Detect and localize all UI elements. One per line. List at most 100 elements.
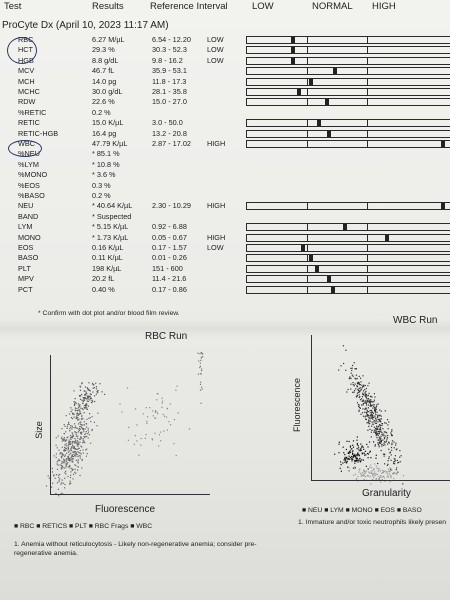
scatter-dot bbox=[154, 411, 156, 413]
scatter-dot bbox=[361, 396, 364, 398]
scatter-dot bbox=[370, 400, 372, 402]
scatter-dot bbox=[83, 431, 85, 433]
gauge-marker bbox=[441, 203, 445, 210]
scatter-dot bbox=[357, 459, 359, 461]
scatter-dot bbox=[360, 460, 362, 462]
scatter-dot bbox=[387, 474, 389, 476]
scatter-dot bbox=[157, 413, 159, 415]
scatter-dot bbox=[68, 451, 70, 453]
reference-range: 0.17 - 1.57 bbox=[152, 243, 187, 252]
pen-circle-wbc bbox=[8, 140, 42, 157]
scatter-dot bbox=[369, 405, 372, 407]
scatter-dot bbox=[84, 428, 86, 430]
scatter-dot bbox=[57, 488, 59, 490]
scatter-dot bbox=[81, 408, 83, 410]
scatter-dot bbox=[362, 400, 364, 402]
scatter-dot bbox=[70, 452, 72, 454]
scatter-dot bbox=[363, 384, 365, 386]
scatter-dot bbox=[362, 474, 364, 476]
scatter-dot bbox=[367, 401, 369, 403]
scatter-dot bbox=[59, 464, 61, 466]
status-flag: LOW bbox=[207, 55, 224, 65]
scatter-dot bbox=[377, 403, 379, 405]
scatter-dot bbox=[364, 400, 367, 402]
scatter-dot bbox=[371, 411, 374, 413]
scatter-dot bbox=[354, 455, 356, 457]
scatter-dot bbox=[370, 405, 372, 407]
scatter-dot bbox=[380, 441, 382, 443]
scatter-dot bbox=[375, 454, 377, 456]
test-value: 47.79 K/µL bbox=[92, 139, 128, 148]
scatter-dot bbox=[77, 445, 79, 447]
scatter-dot bbox=[81, 467, 83, 469]
scatter-dot bbox=[358, 389, 360, 391]
scatter-dot bbox=[364, 394, 367, 396]
result-row: MCH 14.0 pg 11.8 - 17.3 bbox=[0, 77, 450, 87]
scatter-dot bbox=[352, 444, 354, 446]
scatter-dot bbox=[70, 474, 72, 476]
reference-range: 11.8 - 17.3 bbox=[152, 76, 187, 86]
scatter-dot bbox=[384, 422, 386, 424]
scatter-dot bbox=[175, 389, 177, 391]
scatter-dot bbox=[375, 409, 377, 411]
scatter-dot bbox=[358, 390, 360, 392]
scatter-dot bbox=[352, 467, 355, 469]
scatter-dot bbox=[362, 390, 365, 392]
scatter-dot bbox=[161, 400, 164, 402]
scatter-dot bbox=[358, 449, 360, 451]
scatter-dot bbox=[390, 434, 393, 437]
scatter-dot bbox=[76, 409, 78, 412]
scatter-dot bbox=[53, 474, 55, 476]
scatter-dot bbox=[154, 432, 156, 434]
wbc-legend: ■ NEU ■ LYM ■ MONO ■ EOS ■ BASO bbox=[302, 507, 422, 514]
scatter-dot bbox=[67, 466, 69, 468]
scatter-dot bbox=[151, 439, 154, 441]
scatter-dot bbox=[128, 426, 130, 428]
scatter-dot bbox=[85, 432, 87, 435]
status-flag: LOW bbox=[207, 45, 224, 55]
scatter-dot bbox=[75, 417, 77, 419]
scatter-dot bbox=[368, 420, 370, 422]
scatter-dot bbox=[356, 382, 359, 384]
scatter-dot bbox=[86, 395, 88, 397]
status-flag: HIGH bbox=[207, 232, 226, 242]
scatter-dot bbox=[64, 467, 66, 469]
scatter-dot bbox=[200, 402, 202, 404]
scatter-dot bbox=[55, 453, 57, 455]
scatter-dot bbox=[376, 428, 378, 430]
scatter-dot bbox=[352, 382, 354, 384]
scatter-dot bbox=[78, 430, 80, 432]
scatter-dot bbox=[345, 462, 348, 464]
scatter-dot bbox=[376, 430, 378, 433]
scatter-dot bbox=[85, 391, 87, 393]
scatter-dot bbox=[65, 447, 67, 449]
gauge-marker bbox=[327, 276, 331, 283]
scatter-dot bbox=[377, 421, 379, 423]
scatter-dot bbox=[378, 467, 380, 469]
scatter-dot bbox=[362, 459, 365, 461]
scatter-dot bbox=[370, 415, 372, 417]
scatter-dot bbox=[399, 461, 401, 463]
scatter-dot bbox=[70, 446, 72, 448]
scatter-dot bbox=[370, 436, 372, 438]
scatter-dot bbox=[154, 410, 157, 412]
scatter-dot bbox=[74, 409, 76, 411]
scatter-dot bbox=[373, 431, 375, 433]
scatter-dot bbox=[382, 444, 384, 446]
scatter-dot bbox=[74, 442, 76, 444]
scatter-dot bbox=[133, 443, 135, 445]
scatter-dot bbox=[365, 390, 367, 392]
scatter-dot bbox=[358, 410, 360, 412]
scatter-dot bbox=[365, 454, 367, 456]
scatter-dot bbox=[201, 352, 203, 354]
test-name: MCHC bbox=[18, 87, 40, 96]
scatter-dot bbox=[199, 389, 202, 391]
gauge-marker bbox=[385, 234, 389, 241]
confirm-footnote: * Confirm with dot plot and/or blood fil… bbox=[38, 310, 180, 317]
scatter-dot bbox=[154, 417, 156, 419]
scatter-dot bbox=[72, 478, 74, 480]
scatter-dot bbox=[62, 482, 64, 484]
scatter-dot bbox=[84, 404, 87, 406]
scatter-dot bbox=[393, 458, 395, 460]
scatter-dot bbox=[373, 426, 375, 428]
